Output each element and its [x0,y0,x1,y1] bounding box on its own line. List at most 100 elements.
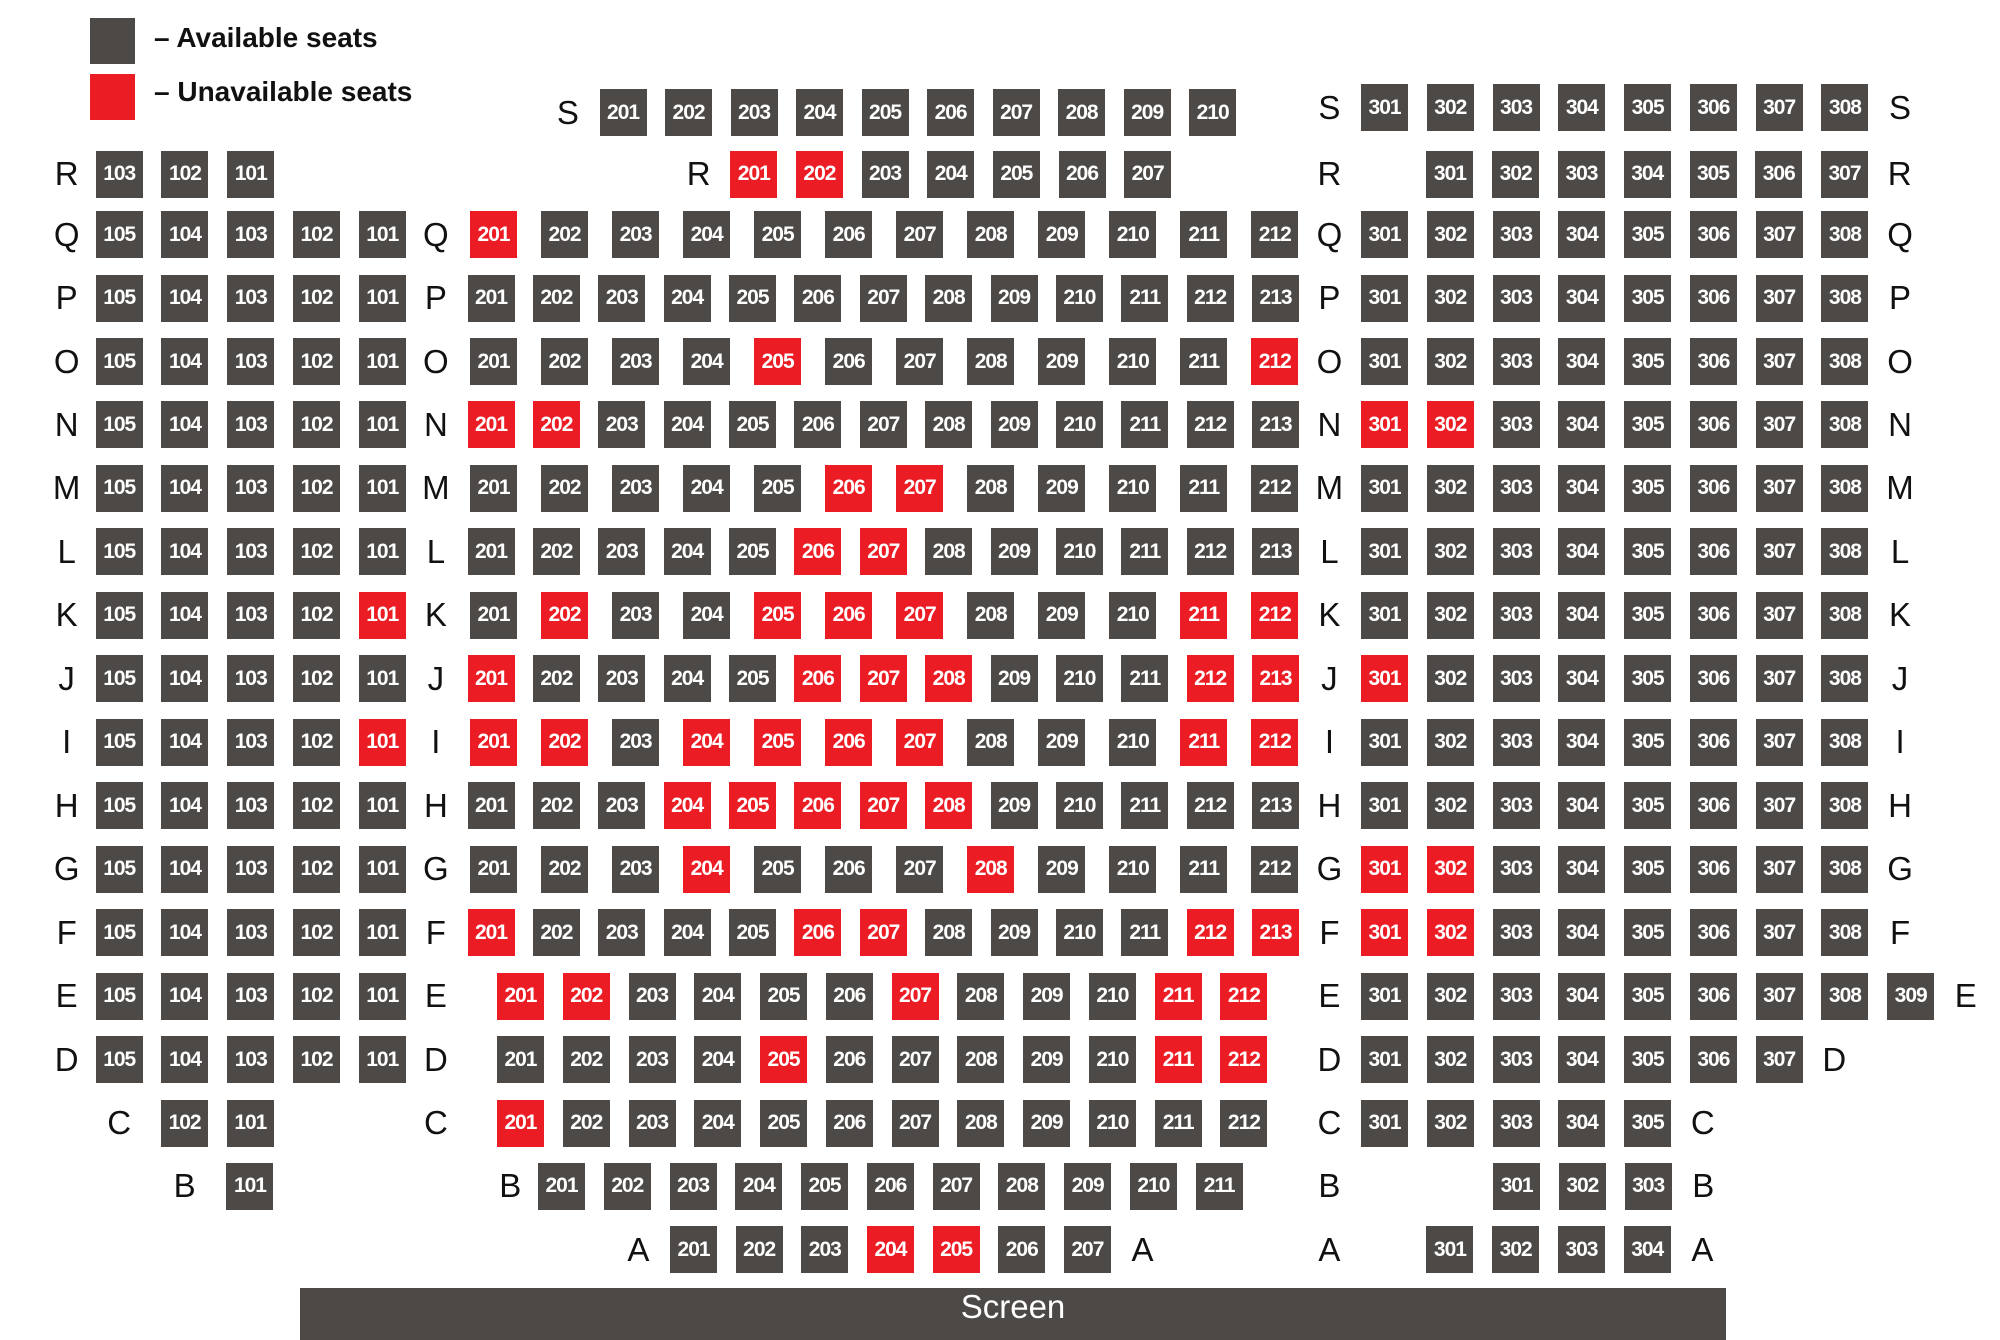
seat-b-203-available[interactable]: 203 [669,1162,717,1210]
seat-j-105-available[interactable]: 105 [95,655,143,703]
seat-k-103-available[interactable]: 103 [227,591,275,639]
seat-e-304-available[interactable]: 304 [1558,972,1606,1020]
seat-e-210-available[interactable]: 210 [1088,972,1136,1020]
seat-f-203-available[interactable]: 203 [598,909,646,957]
seat-p-211-available[interactable]: 211 [1121,274,1169,322]
seat-l-104-available[interactable]: 104 [161,528,209,576]
seat-q-204-available[interactable]: 204 [683,211,731,259]
seat-i-303-available[interactable]: 303 [1492,718,1540,766]
seat-o-101-available[interactable]: 101 [358,338,406,386]
seat-q-205-available[interactable]: 205 [754,211,802,259]
seat-p-104-available[interactable]: 104 [161,274,209,322]
seat-c-205-available[interactable]: 205 [760,1099,808,1147]
seat-k-104-available[interactable]: 104 [161,591,209,639]
seat-b-206-available[interactable]: 206 [866,1162,914,1210]
seat-i-212-unavailable[interactable]: 212 [1251,718,1299,766]
seat-a-204-unavailable[interactable]: 204 [866,1226,914,1274]
seat-m-208-available[interactable]: 208 [967,464,1015,512]
seat-s-207-available[interactable]: 207 [992,89,1040,137]
seat-p-303-available[interactable]: 303 [1492,274,1540,322]
seat-i-306-available[interactable]: 306 [1689,718,1737,766]
seat-g-206-available[interactable]: 206 [825,845,873,893]
seat-q-208-available[interactable]: 208 [967,211,1015,259]
seat-g-305-available[interactable]: 305 [1624,845,1672,893]
seat-k-201-available[interactable]: 201 [470,591,518,639]
seat-f-213-unavailable[interactable]: 213 [1252,909,1300,957]
seat-a-303-available[interactable]: 303 [1557,1226,1605,1274]
seat-d-206-available[interactable]: 206 [825,1036,873,1084]
seat-n-304-available[interactable]: 304 [1558,401,1606,449]
seat-k-210-available[interactable]: 210 [1109,591,1157,639]
seat-l-308-available[interactable]: 308 [1821,528,1869,576]
seat-g-102-available[interactable]: 102 [293,845,341,893]
seat-b-303-available[interactable]: 303 [1624,1162,1672,1210]
seat-m-210-available[interactable]: 210 [1109,464,1157,512]
seat-m-307-available[interactable]: 307 [1755,464,1803,512]
seat-q-105-available[interactable]: 105 [95,211,143,259]
seat-i-203-available[interactable]: 203 [612,718,660,766]
seat-f-207-unavailable[interactable]: 207 [859,909,907,957]
seat-c-209-available[interactable]: 209 [1023,1099,1071,1147]
seat-g-103-available[interactable]: 103 [227,845,275,893]
seat-i-211-unavailable[interactable]: 211 [1180,718,1228,766]
seat-c-210-available[interactable]: 210 [1088,1099,1136,1147]
seat-s-307-available[interactable]: 307 [1755,84,1803,132]
seat-k-306-available[interactable]: 306 [1689,591,1737,639]
seat-h-205-unavailable[interactable]: 205 [729,782,777,830]
seat-l-103-available[interactable]: 103 [227,528,275,576]
seat-q-301-available[interactable]: 301 [1361,211,1409,259]
seat-m-105-available[interactable]: 105 [95,464,143,512]
seat-m-207-unavailable[interactable]: 207 [896,464,944,512]
seat-g-306-available[interactable]: 306 [1689,845,1737,893]
seat-e-307-available[interactable]: 307 [1755,972,1803,1020]
seat-o-202-available[interactable]: 202 [541,338,589,386]
seat-e-101-available[interactable]: 101 [358,972,406,1020]
seat-f-210-available[interactable]: 210 [1055,909,1103,957]
seat-d-208-available[interactable]: 208 [957,1036,1005,1084]
seat-h-213-available[interactable]: 213 [1252,782,1300,830]
seat-g-203-available[interactable]: 203 [612,845,660,893]
seat-i-308-available[interactable]: 308 [1821,718,1869,766]
seat-o-207-available[interactable]: 207 [896,338,944,386]
seat-j-208-unavailable[interactable]: 208 [925,655,973,703]
seat-q-102-available[interactable]: 102 [293,211,341,259]
seat-m-306-available[interactable]: 306 [1689,464,1737,512]
seat-m-304-available[interactable]: 304 [1558,464,1606,512]
seat-s-201-available[interactable]: 201 [599,89,647,137]
seat-d-211-unavailable[interactable]: 211 [1154,1036,1202,1084]
seat-h-206-unavailable[interactable]: 206 [794,782,842,830]
seat-n-307-available[interactable]: 307 [1755,401,1803,449]
seat-o-307-available[interactable]: 307 [1755,338,1803,386]
seat-l-302-available[interactable]: 302 [1426,528,1474,576]
seat-k-206-unavailable[interactable]: 206 [825,591,873,639]
seat-b-211-available[interactable]: 211 [1195,1162,1243,1210]
seat-m-202-available[interactable]: 202 [541,464,589,512]
seat-l-211-available[interactable]: 211 [1121,528,1169,576]
seat-a-301-available[interactable]: 301 [1426,1226,1474,1274]
seat-l-206-unavailable[interactable]: 206 [794,528,842,576]
seat-j-302-available[interactable]: 302 [1426,655,1474,703]
seat-c-203-available[interactable]: 203 [628,1099,676,1147]
seat-m-101-available[interactable]: 101 [358,464,406,512]
seat-g-204-unavailable[interactable]: 204 [683,845,731,893]
seat-j-204-available[interactable]: 204 [663,655,711,703]
seat-k-301-available[interactable]: 301 [1361,591,1409,639]
seat-f-303-available[interactable]: 303 [1492,909,1540,957]
seat-c-207-available[interactable]: 207 [891,1099,939,1147]
seat-j-206-unavailable[interactable]: 206 [794,655,842,703]
seat-l-208-available[interactable]: 208 [925,528,973,576]
seat-n-205-available[interactable]: 205 [729,401,777,449]
seat-q-104-available[interactable]: 104 [161,211,209,259]
seat-s-305-available[interactable]: 305 [1624,84,1672,132]
seat-c-201-unavailable[interactable]: 201 [496,1099,544,1147]
seat-o-105-available[interactable]: 105 [95,338,143,386]
seat-n-210-available[interactable]: 210 [1055,401,1103,449]
seat-p-101-available[interactable]: 101 [358,274,406,322]
seat-m-305-available[interactable]: 305 [1624,464,1672,512]
seat-c-101-available[interactable]: 101 [226,1099,274,1147]
seat-q-201-unavailable[interactable]: 201 [470,211,518,259]
seat-c-206-available[interactable]: 206 [825,1099,873,1147]
seat-k-205-unavailable[interactable]: 205 [754,591,802,639]
seat-m-102-available[interactable]: 102 [293,464,341,512]
seat-c-211-available[interactable]: 211 [1154,1099,1202,1147]
